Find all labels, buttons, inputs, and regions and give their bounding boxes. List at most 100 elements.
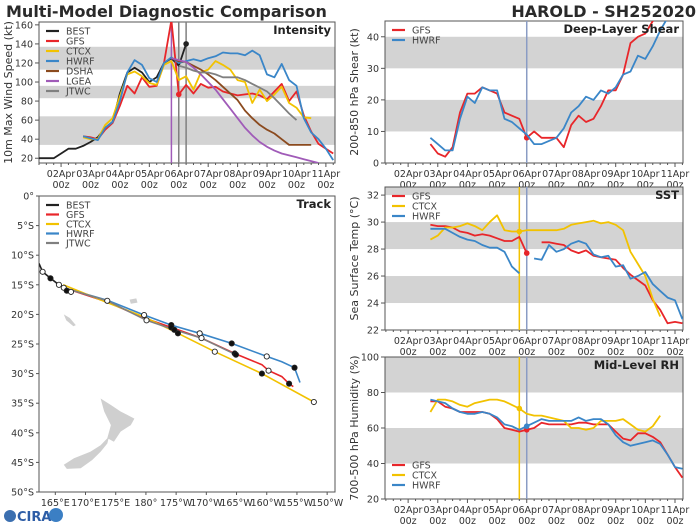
legend-label: GFS: [66, 210, 85, 221]
series-line-hwrf: [82, 49, 334, 161]
x-tick-label-hour: 00z: [637, 516, 654, 525]
x-tick-label: 07Apr: [194, 169, 223, 180]
x-tick-label: 05Apr: [483, 169, 512, 180]
new-caledonia: [63, 314, 76, 327]
panel-deep-layer-shear: 01020304002Apr00z03Apr00z04Apr00z05Apr00…: [348, 20, 689, 191]
x-tick-label-hour: 00z: [518, 180, 535, 191]
lat-tick-label: 15°S: [11, 280, 34, 291]
lon-tick-label: 150°W: [311, 498, 344, 509]
track-position-marker: [228, 340, 235, 347]
y-tick-label: 120: [15, 58, 33, 69]
legend-label: GFS: [412, 192, 431, 203]
x-tick-label-hour: 00z: [518, 347, 535, 358]
legend-label: DSHA: [66, 67, 93, 78]
legend-label: HWRF: [412, 36, 441, 47]
y-tick-label: 22: [367, 326, 379, 337]
legend-label: CTCX: [412, 471, 438, 482]
lat-tick-label: 10°S: [11, 251, 34, 262]
y-tick-label: 20: [367, 95, 379, 106]
panel-track: 165°E 170°E 175°E 180° 175°W170°W165°W160°W1…: [11, 192, 344, 510]
y-tick-label: 80: [367, 388, 379, 399]
track-position-marker: [174, 330, 181, 337]
x-tick-label-hour: 00z: [666, 516, 683, 525]
track-line-jtwc: [63, 287, 237, 356]
fiji: [129, 298, 138, 304]
intensity-band: [39, 46, 335, 70]
y-tick-label: 40: [367, 459, 379, 470]
x-tick-label: 09Apr: [253, 169, 282, 180]
x-tick-label-hour: 00z: [429, 516, 446, 525]
lat-tick-label: 0°: [23, 192, 34, 203]
legend-label: JTWC: [65, 239, 91, 250]
x-tick-label-hour: 00z: [577, 180, 594, 191]
lat-tick-label: 40°S: [11, 428, 34, 439]
new-zealand-south-island: [63, 436, 110, 469]
lat-tick-label: 35°S: [11, 399, 34, 410]
x-tick-label: 05Apr: [135, 169, 164, 180]
x-tick-label-hour: 00z: [400, 516, 417, 525]
y-axis-label: Sea Surface Temp (°C): [348, 197, 361, 321]
logo-wave-icon: [49, 508, 63, 522]
lon-tick-label: 165°W: [220, 498, 253, 509]
x-tick-label: 06Apr: [512, 169, 541, 180]
series-line-hwrf: [430, 227, 683, 320]
track-position-marker: [265, 367, 272, 374]
legend-label: CTCX: [66, 47, 92, 58]
track-position-marker: [263, 353, 270, 360]
y-axis-label: 200-850 hPa Shear (kt): [348, 28, 361, 156]
track-position-marker: [310, 398, 317, 406]
intensity-band: [39, 116, 335, 145]
x-tick-label-hour: 00z: [489, 516, 506, 525]
series-marker-hwrf: [523, 423, 530, 430]
x-tick-label-hour: 00z: [141, 180, 158, 191]
legend-label: GFS: [412, 461, 431, 472]
y-tick-label: 20: [21, 154, 33, 165]
series-marker-best: [183, 41, 189, 47]
intensity-band: [385, 276, 683, 304]
x-tick-label: 04Apr: [453, 336, 482, 347]
lon-tick-label: 175°E: [101, 498, 130, 509]
storm-id-title: HAROLD - SH252020: [511, 2, 696, 21]
new-zealand-north-island: [100, 398, 135, 442]
series-line-jtwc: [178, 64, 298, 121]
x-tick-label-hour: 00z: [489, 180, 506, 191]
lon-tick-label: 170°E: [71, 498, 100, 509]
intensity-band: [385, 99, 683, 132]
intensity-band: [385, 187, 683, 196]
x-tick-label-hour: 00z: [637, 347, 654, 358]
legend-label: CTCX: [412, 202, 438, 213]
x-tick-label: 04Apr: [453, 169, 482, 180]
track-position-marker: [198, 335, 205, 342]
track-position-marker: [55, 281, 62, 288]
x-tick-label: 07Apr: [542, 169, 571, 180]
x-tick-label-hour: 00z: [200, 180, 217, 191]
track-position-marker: [104, 297, 111, 304]
x-tick-label: 09Apr: [601, 336, 630, 347]
x-tick-label: 03Apr: [424, 169, 453, 180]
series-line-gfs: [430, 223, 683, 325]
x-tick-label: 09Apr: [601, 505, 630, 516]
series-line-hwrf: [429, 21, 667, 152]
x-tick-label-hour: 00z: [489, 347, 506, 358]
x-tick-label-hour: 00z: [170, 180, 187, 191]
x-tick-label-hour: 00z: [400, 347, 417, 358]
series-line-ctcx: [429, 398, 661, 433]
legend-label: LGEA: [66, 77, 92, 88]
lat-tick-label: 30°S: [11, 369, 34, 380]
x-tick-label: 07Apr: [542, 505, 571, 516]
x-tick-label-hour: 00z: [53, 180, 70, 191]
x-tick-label: 07Apr: [542, 336, 571, 347]
x-tick-label-hour: 00z: [82, 180, 99, 191]
legend-label: CTCX: [66, 220, 92, 231]
x-tick-label: 06Apr: [164, 169, 193, 180]
y-tick-label: 26: [367, 272, 379, 283]
x-tick-label: 02Apr: [394, 336, 423, 347]
legend-label: GFS: [66, 37, 85, 48]
x-tick-label-hour: 00z: [317, 180, 334, 191]
x-tick-label: 03Apr: [424, 505, 453, 516]
x-tick-label-hour: 00z: [666, 347, 683, 358]
track-line-ctcx: [62, 284, 315, 403]
lat-tick-label: 45°S: [11, 458, 34, 469]
x-tick-label: 06Apr: [512, 505, 541, 516]
track-position-marker: [258, 370, 265, 377]
